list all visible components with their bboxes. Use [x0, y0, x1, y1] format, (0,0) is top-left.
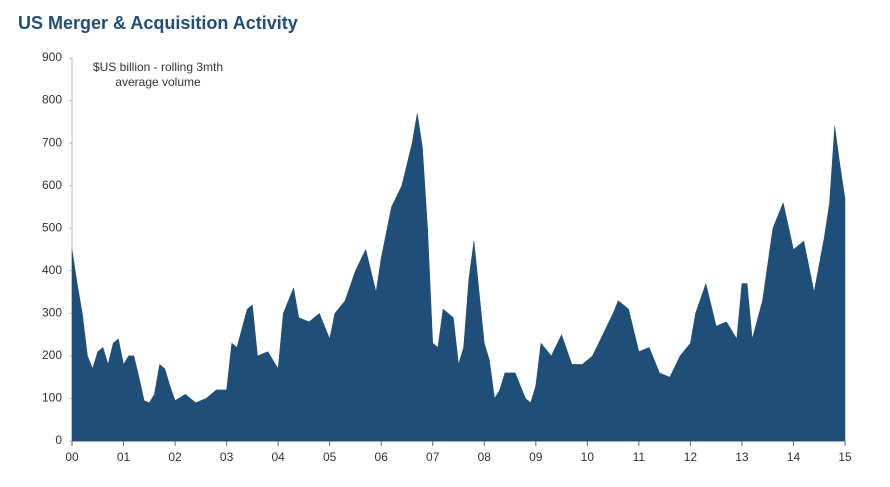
x-tick-label: 01: [117, 450, 131, 464]
x-tick-label: 13: [735, 450, 749, 464]
area: [71, 113, 846, 442]
y-tick-label: 100: [42, 391, 62, 405]
x-tick-label: 02: [168, 450, 182, 464]
x-tick-label: 08: [478, 450, 492, 464]
x-tick-label: 07: [426, 450, 440, 464]
y-tick-label: 900: [42, 50, 62, 64]
y-tick-label: 500: [42, 220, 62, 234]
x-tick-label: 11: [633, 450, 646, 464]
annotation: $US billion - rolling 3mth: [93, 60, 223, 74]
y-tick-label: 600: [42, 178, 62, 192]
x-tick-label: 05: [323, 450, 337, 464]
x-tick-label: 15: [838, 450, 852, 464]
y-tick-label: 400: [42, 263, 62, 277]
chart-title: US Merger & Acquisition Activity: [18, 13, 298, 33]
annotation: average volume: [115, 75, 201, 89]
x-tick-label: 04: [271, 450, 285, 464]
x-tick-label: 14: [787, 450, 801, 464]
y-tick-label: 700: [42, 135, 62, 149]
y-tick-label: 200: [42, 348, 62, 362]
x-tick-label: 03: [220, 450, 234, 464]
y-tick-label: 800: [42, 93, 62, 107]
x-tick-label: 12: [684, 450, 698, 464]
y-tick-label: 0: [55, 433, 62, 447]
x-tick-label: 10: [581, 450, 595, 464]
y-tick-label: 300: [42, 306, 62, 320]
x-tick-label: 06: [375, 450, 389, 464]
x-tick-label: 00: [65, 450, 79, 464]
x-tick-label: 09: [529, 450, 543, 464]
